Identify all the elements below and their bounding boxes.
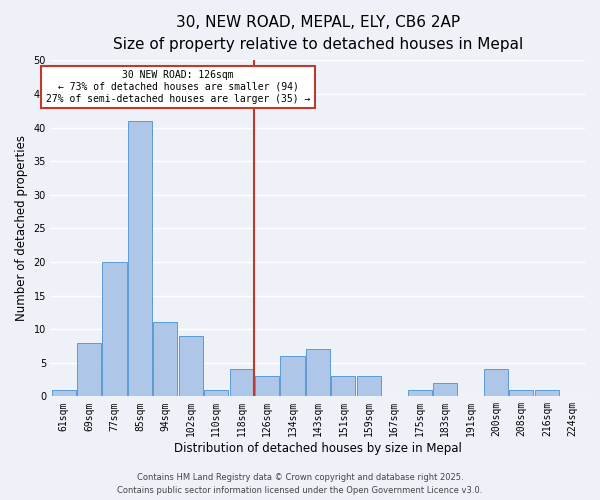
Bar — [535, 390, 559, 396]
Bar — [52, 390, 76, 396]
Bar — [128, 121, 152, 396]
Bar — [357, 376, 381, 396]
X-axis label: Distribution of detached houses by size in Mepal: Distribution of detached houses by size … — [174, 442, 462, 455]
Bar — [103, 262, 127, 396]
Bar — [230, 370, 254, 396]
Bar — [255, 376, 279, 396]
Bar — [331, 376, 355, 396]
Y-axis label: Number of detached properties: Number of detached properties — [15, 136, 28, 322]
Text: 30 NEW ROAD: 126sqm
← 73% of detached houses are smaller (94)
27% of semi-detach: 30 NEW ROAD: 126sqm ← 73% of detached ho… — [46, 70, 310, 104]
Bar — [204, 390, 229, 396]
Bar — [433, 383, 457, 396]
Bar — [407, 390, 432, 396]
Bar — [179, 336, 203, 396]
Bar — [306, 350, 330, 397]
Bar — [280, 356, 305, 397]
Bar — [77, 342, 101, 396]
Bar — [509, 390, 533, 396]
Bar — [484, 370, 508, 396]
Bar — [153, 322, 178, 396]
Title: 30, NEW ROAD, MEPAL, ELY, CB6 2AP
Size of property relative to detached houses i: 30, NEW ROAD, MEPAL, ELY, CB6 2AP Size o… — [113, 15, 523, 52]
Text: Contains HM Land Registry data © Crown copyright and database right 2025.
Contai: Contains HM Land Registry data © Crown c… — [118, 474, 482, 495]
